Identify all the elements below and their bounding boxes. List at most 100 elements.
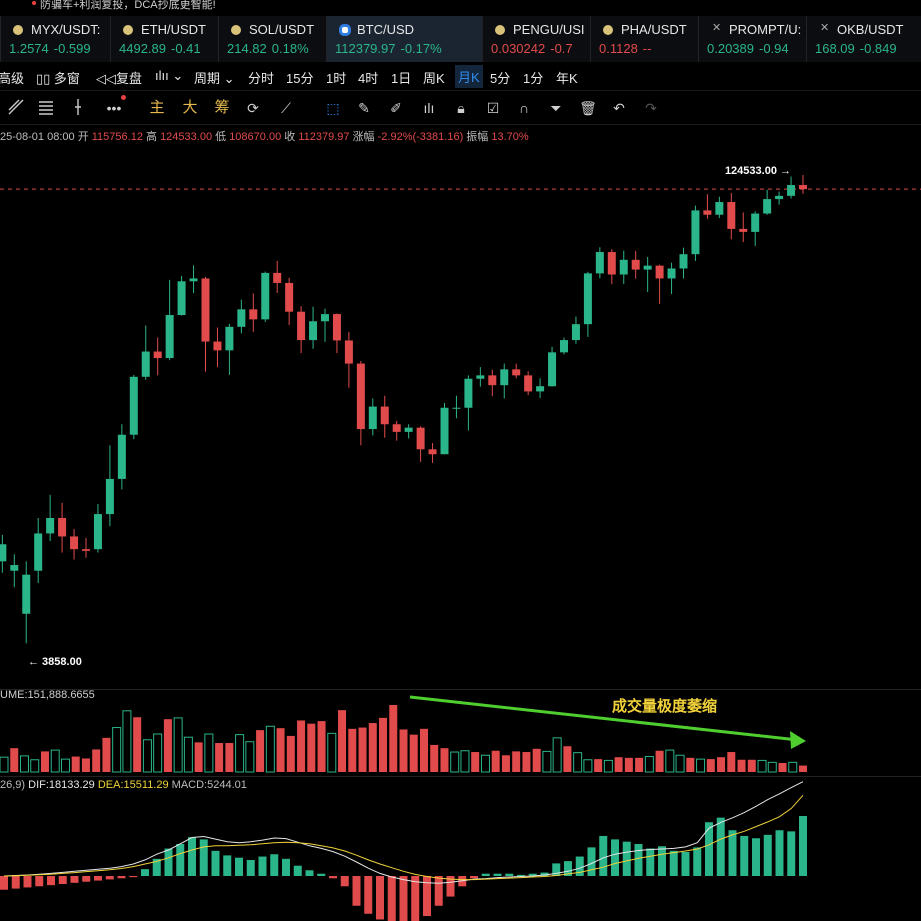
candle-body — [165, 315, 174, 359]
line-tool-icon[interactable] — [6, 98, 26, 118]
ticker-symbol: BTC/USD — [357, 22, 415, 37]
trash-icon[interactable]: 🗑︎ — [579, 100, 597, 116]
period-item[interactable]: 15分 — [286, 71, 314, 86]
macd-histogram-bar — [693, 847, 702, 876]
multi-window-button[interactable]: ▯▯ 多窗 — [36, 71, 80, 86]
macd-histogram-bar — [293, 865, 302, 876]
volume-bar — [635, 757, 644, 772]
macd-histogram-bar — [94, 876, 102, 881]
big-order-button[interactable]: 大 — [182, 99, 198, 116]
candle-body — [488, 375, 497, 386]
note-icon[interactable]: ☑ — [486, 100, 500, 116]
ticker-tab[interactable]: PHA/USDT 0.1128 -- — [590, 16, 699, 62]
lock-icon[interactable]: 🔒︎ — [457, 100, 465, 116]
volume-bar — [348, 728, 357, 772]
candle-body — [117, 434, 126, 479]
volume-bar — [603, 759, 613, 773]
macd-histogram-bar — [258, 856, 267, 876]
volume-bar — [204, 733, 214, 773]
macd-value: MACD:5244.01 — [171, 779, 247, 791]
volume-bar — [799, 765, 807, 772]
period-item[interactable]: 分时 — [248, 71, 275, 86]
ticker-last-price: 4492.89 — [119, 41, 166, 56]
chevron-down-icon: ⌄ — [223, 71, 235, 86]
period-item[interactable]: 4时 — [358, 71, 379, 86]
candle-body — [775, 195, 784, 200]
period-item[interactable]: 1分 — [523, 71, 544, 86]
more-icon[interactable]: ••• — [104, 95, 126, 118]
ticker-tab[interactable]: PENGU/USI 0.030242 -0.7 — [482, 16, 591, 62]
main-indicator-button[interactable]: 主 — [149, 99, 165, 116]
ticker-tab[interactable]: SOL/USDT 214.82 0.18% — [218, 16, 327, 62]
volume-bar — [440, 748, 449, 772]
ticker-tab[interactable]: BTC/USD 112379.97 -0.17% — [326, 16, 483, 62]
period-item[interactable]: 1时 — [326, 71, 347, 86]
macd-histogram-bar — [188, 837, 196, 876]
volume-bar — [71, 756, 80, 772]
macd-params: 26,9) — [0, 779, 26, 791]
candle-icon: ılıı ⌄ — [155, 68, 184, 83]
pen-icon[interactable]: ✐ — [390, 100, 402, 116]
close-icon[interactable]: ✕ — [712, 22, 722, 34]
volume-bar — [747, 759, 756, 772]
macd-histogram-bar — [528, 873, 537, 876]
candle-body — [452, 407, 461, 409]
macd-histogram-bar — [505, 873, 514, 876]
chip-distribution-button[interactable]: 筹 — [214, 99, 230, 116]
filter-icon[interactable]: ⏷ — [550, 100, 562, 116]
ticker-tab[interactable]: ✕ OKB/USDT 168.09 -0.849 — [806, 16, 921, 62]
ticker-price: 0.030242 -0.7 — [491, 41, 573, 56]
macd-histogram-bar — [82, 876, 91, 882]
volume-bar — [307, 723, 316, 772]
undo-icon[interactable]: ↶ — [613, 100, 625, 116]
refresh-icon[interactable]: ⟳ — [247, 100, 259, 116]
replay-button[interactable]: ◁◁复盘 — [96, 71, 143, 86]
ticker-tab[interactable]: MYX/USDT: 1.2574 -0.599 — [0, 16, 111, 62]
ticker-tab[interactable]: ETH/USDT 4492.89 -0.41 — [110, 16, 219, 62]
volume-bar — [163, 719, 172, 772]
period-item[interactable]: 月K — [455, 65, 483, 88]
candle-body — [0, 544, 7, 562]
macd-histogram-bar — [364, 876, 373, 914]
period-item[interactable]: 周K — [423, 71, 445, 86]
ticker-last-price: 214.82 — [227, 41, 267, 56]
cursor-tool-icon[interactable]: ⬚ — [326, 100, 340, 116]
horizontal-lines-icon[interactable] — [36, 98, 56, 118]
volume-bar — [419, 728, 428, 772]
candle-body — [10, 565, 19, 571]
macd-histogram-bar — [799, 816, 807, 876]
advanced-button[interactable]: 高级 — [0, 71, 25, 86]
ohlc-high: 124533.00 — [160, 131, 213, 143]
macd-histogram-bar — [740, 835, 749, 876]
vertical-line-icon[interactable] — [68, 98, 88, 118]
candle-body — [607, 252, 616, 275]
period-item[interactable]: 1日 — [391, 71, 412, 86]
period-dropdown[interactable]: 周期 ⌄ — [194, 71, 235, 86]
ticker-last-price: 0.20389 — [707, 41, 754, 56]
candle-body — [285, 282, 294, 312]
macd-histogram-bar — [399, 876, 408, 921]
candle-body — [309, 321, 318, 341]
candle-pattern-icon[interactable]: ılı — [423, 100, 435, 116]
period-item[interactable]: 5分 — [490, 71, 511, 86]
volume-bar — [327, 732, 337, 773]
volume-bar — [142, 739, 152, 773]
ticker-tab[interactable]: ✕ PROMPT/U: 0.20389 -0.94 — [698, 16, 807, 62]
period-item[interactable]: 年K — [556, 71, 578, 86]
magnet-icon[interactable]: ∩ — [518, 100, 530, 116]
ticker-symbol: PHA/USDT — [621, 22, 687, 37]
candle-body — [46, 518, 55, 534]
macd-histogram-bar — [540, 872, 549, 876]
macd-histogram-bar — [164, 848, 173, 876]
coin-icon — [603, 25, 613, 35]
measure-icon[interactable]: ⟋ — [281, 100, 291, 116]
promo-banner[interactable]: 防骗车+利润复投，DCA抄底更智能! — [0, 0, 921, 14]
chart-type-button[interactable]: ılıı ⌄ — [155, 68, 183, 84]
redo-icon[interactable]: ↷ — [645, 100, 657, 116]
volume-bar — [225, 743, 234, 772]
volume-bar — [614, 757, 623, 772]
close-icon[interactable]: ✕ — [820, 22, 830, 34]
volume-bar — [276, 728, 285, 772]
ruler-icon[interactable]: ✎ — [358, 100, 370, 116]
